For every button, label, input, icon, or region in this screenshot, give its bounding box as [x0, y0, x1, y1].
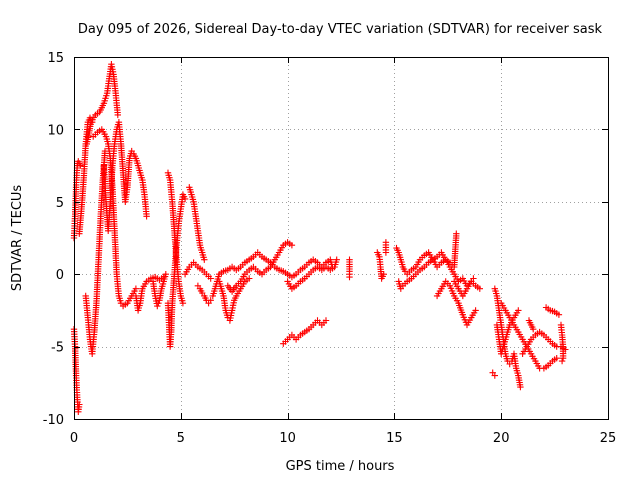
y-tick-label: -5 — [51, 341, 64, 356]
data-point — [559, 355, 567, 362]
data-point — [201, 256, 208, 263]
data-point — [207, 275, 214, 282]
axis-ticks — [74, 57, 609, 420]
data-point — [181, 195, 189, 203]
x-tick-label: 10 — [279, 431, 296, 446]
data-point — [246, 275, 253, 282]
data-point — [453, 230, 460, 237]
y-tick-label: 5 — [56, 196, 64, 211]
data-point — [555, 311, 563, 318]
data-point — [472, 307, 479, 314]
data-points — [70, 61, 569, 415]
data-point — [491, 372, 498, 379]
grid-lines — [74, 57, 608, 419]
data-point — [162, 271, 169, 278]
y-tick-label: 0 — [56, 268, 64, 283]
data-point — [558, 357, 566, 365]
data-point — [132, 285, 140, 292]
data-point — [179, 300, 187, 307]
data-point — [77, 162, 84, 169]
data-point — [288, 242, 296, 249]
x-tick-label: 25 — [600, 431, 617, 446]
data-point — [333, 256, 340, 263]
data-point — [143, 213, 150, 220]
data-point — [476, 285, 483, 292]
data-point — [380, 271, 387, 278]
y-tick-label: 10 — [47, 123, 64, 138]
data-point — [76, 401, 83, 408]
data-point — [155, 300, 162, 307]
y-tick-label: -10 — [43, 413, 64, 428]
data-point — [530, 326, 537, 333]
x-tick-label: 20 — [493, 431, 510, 446]
y-axis-label: SDTVAR / TECUs — [10, 185, 25, 292]
chart-title: Day 095 of 2026, Sidereal Day-to-day VTE… — [78, 22, 603, 37]
x-tick-label: 15 — [386, 431, 403, 446]
data-point — [515, 307, 522, 314]
data-point — [154, 302, 161, 310]
plot-frame — [74, 57, 609, 420]
data-point — [322, 317, 330, 324]
data-point — [114, 111, 121, 119]
data-point — [382, 249, 390, 256]
data-point — [517, 383, 524, 391]
x-axis-label: GPS time / hours — [286, 459, 395, 474]
data-point — [207, 297, 214, 304]
x-tick-label: 0 — [70, 431, 78, 446]
data-point — [553, 355, 560, 362]
axis-tick-labels: 0 5 10 15 20 25 -10 -5 0 5 10 15 — [43, 51, 617, 446]
data-point — [346, 273, 353, 281]
y-tick-label: 15 — [47, 51, 64, 66]
x-tick-label: 5 — [177, 431, 185, 446]
